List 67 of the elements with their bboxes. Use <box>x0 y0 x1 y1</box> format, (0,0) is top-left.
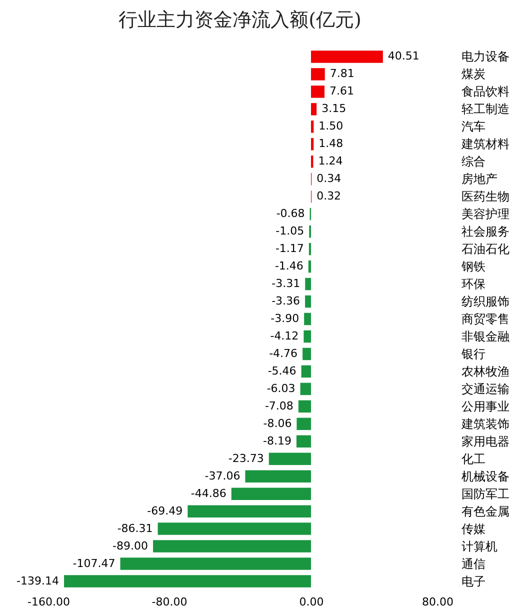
data-label: 40.51 <box>388 50 420 63</box>
y-tick-label: 商贸零售 <box>462 312 510 326</box>
y-tick-label: 机械设备 <box>462 469 510 484</box>
data-label: -3.36 <box>272 294 300 308</box>
data-label: 3.15 <box>322 102 346 116</box>
y-tick-label: 食品饮料 <box>462 84 510 99</box>
y-tick-label: 家用电器 <box>462 434 510 448</box>
data-label: -4.76 <box>269 346 298 360</box>
y-tick-label: 纺织服饰 <box>462 294 510 309</box>
data-label: -1.05 <box>276 224 304 238</box>
y-tick-label: 传媒 <box>462 522 486 536</box>
data-label: -4.12 <box>270 329 299 342</box>
data-label: 7.61 <box>330 84 354 98</box>
data-label: -37.06 <box>204 469 240 482</box>
y-tick-label: 综合 <box>462 154 486 169</box>
y-tick-label: 电力设备 <box>462 50 510 64</box>
y-tick-label: 交通运输 <box>462 382 510 396</box>
data-label: 1.50 <box>318 120 344 133</box>
y-tick-label: 有色金属 <box>462 504 510 518</box>
y-tick-label: 汽车 <box>462 120 486 134</box>
y-tick-label: 化工 <box>462 452 486 466</box>
y-tick-label: 美容护理 <box>462 207 510 222</box>
data-label: 0.32 <box>316 190 342 203</box>
x-tick-label: 0.00 <box>299 596 324 608</box>
data-label: -44.86 <box>190 486 226 500</box>
data-label: -8.19 <box>262 434 292 448</box>
y-tick-label: 煤炭 <box>462 67 486 82</box>
y-tick-label: 国防军工 <box>462 486 510 501</box>
data-label: -6.03 <box>266 382 296 395</box>
y-tick-label: 农林牧渔 <box>462 364 510 378</box>
data-label: -1.46 <box>274 260 304 273</box>
y-tick-label: 钢铁 <box>460 260 486 274</box>
data-label: -86.31 <box>117 522 153 535</box>
y-tick-label: 环保 <box>462 277 486 292</box>
y-tick-label: 房地产 <box>462 172 498 186</box>
data-label: -1.17 <box>275 242 304 256</box>
y-tick-label: 公用事业 <box>462 399 510 414</box>
y-tick-label: 电子 <box>462 574 486 588</box>
data-label: -23.73 <box>228 452 264 465</box>
x-tick-label: -160.00 <box>28 596 70 608</box>
data-label: -89.00 <box>112 539 148 552</box>
y-tick-label: 社会服务 <box>462 224 510 239</box>
data-label: 1.48 <box>318 137 344 150</box>
data-label: -8.06 <box>263 416 292 430</box>
y-tick-label: 建筑材料 <box>460 137 510 152</box>
y-tick-label: 非银金融 <box>462 329 510 344</box>
data-label: 1.24 <box>318 154 343 168</box>
data-label: -5.46 <box>268 364 296 378</box>
y-tick-label: 银行 <box>460 346 486 361</box>
data-label: -139.14 <box>16 574 60 588</box>
y-tick-label: 石油石化 <box>462 242 510 256</box>
y-tick-label: 轻工制造 <box>462 102 510 116</box>
data-label: -3.31 <box>272 277 300 290</box>
y-tick-label: 通信 <box>462 556 486 571</box>
x-tick-label: 80.00 <box>422 596 454 608</box>
y-tick-label: 医药生物 <box>462 190 510 204</box>
y-tick-label: 计算机 <box>462 539 498 554</box>
data-label: -0.68 <box>276 207 305 220</box>
y-tick-label: 建筑装饰 <box>460 416 510 431</box>
data-label: 7.81 <box>330 67 354 80</box>
chart-title: 行业主力资金净流入额(亿元) <box>118 9 362 31</box>
x-tick-label: -80.00 <box>152 596 188 608</box>
data-label: -7.08 <box>264 399 294 412</box>
data-label: -69.49 <box>147 504 183 518</box>
data-label: -107.47 <box>72 556 116 570</box>
data-label: 0.34 <box>316 172 342 186</box>
data-label: -3.90 <box>270 312 300 325</box>
